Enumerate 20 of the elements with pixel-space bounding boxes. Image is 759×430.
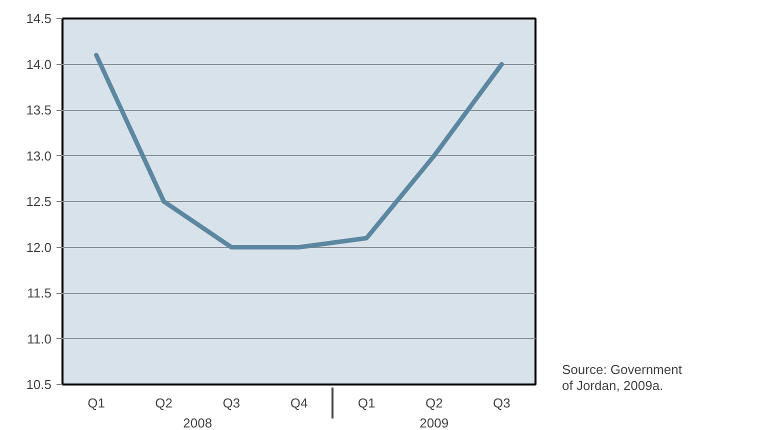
- text: 2008: [183, 416, 212, 430]
- y-tick-label: 12.0: [26, 240, 52, 255]
- x-tick-label: Q3: [222, 396, 240, 410]
- y-tick-label: 11.5: [27, 286, 52, 300]
- y-tick-label: 10.5: [26, 377, 52, 392]
- y-tick-label: 13.5: [26, 102, 52, 118]
- x-tick-label: Q2: [155, 396, 173, 410]
- x-tick-label: Q1: [358, 396, 376, 410]
- x-tick-label: Q2: [425, 396, 443, 410]
- x-tick-label: Q3: [493, 396, 510, 410]
- x-tick-label: Q4: [290, 396, 308, 410]
- source-note: Source: Government of Jordan, 2009a.: [562, 362, 682, 394]
- y-tick-label: 13.0: [26, 148, 52, 164]
- text: 2009: [420, 416, 449, 430]
- y-tick-label: 14.5: [26, 11, 52, 26]
- y-tick-label: 12.5: [26, 194, 52, 209]
- line-series: [94, 52, 504, 250]
- y-tick-label: 11.0: [27, 331, 52, 346]
- y-tick-label: 14.0: [26, 56, 52, 72]
- x-tick-label: Q1: [88, 396, 105, 410]
